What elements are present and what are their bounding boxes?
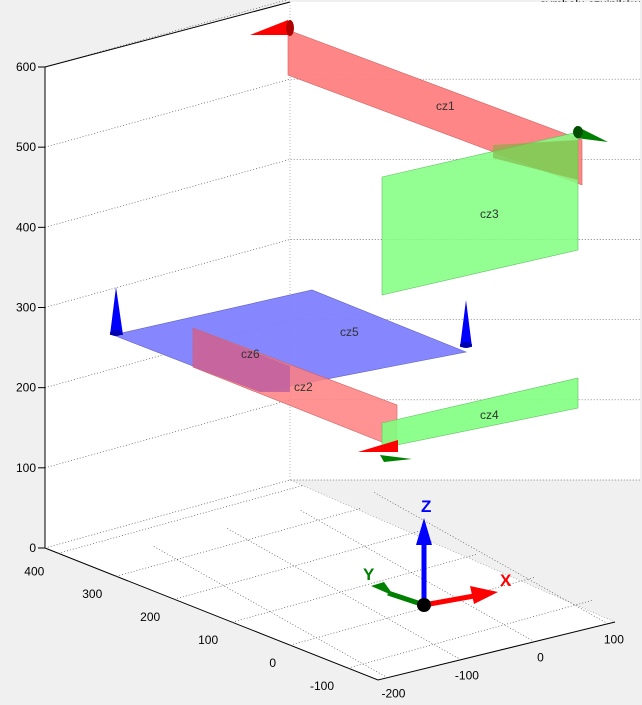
cone-red-top — [250, 20, 292, 35]
y-grid-line — [58, 484, 304, 554]
y-tick-label: 200 — [140, 610, 160, 624]
cone-blue-left — [110, 287, 123, 335]
z-tick-label: 0 — [29, 541, 36, 555]
z-tick-label: 600 — [16, 60, 36, 74]
axis-x-letter: X — [500, 571, 512, 590]
z-tick-label: 400 — [16, 220, 36, 234]
y-tick-label: 400 — [24, 564, 44, 578]
z-tick-label: 300 — [16, 301, 36, 315]
axis-z-letter: Z — [421, 497, 431, 516]
label-cz4: cz4 — [480, 408, 499, 422]
cone-green-top — [576, 126, 608, 142]
x-tick-label: 0 — [537, 651, 544, 665]
cone-blue-right — [460, 300, 472, 347]
label-cz3: cz3 — [480, 207, 499, 221]
y-tick-label: 100 — [198, 633, 218, 647]
sensor-labels: cz1 cz3 cz5 cz6 cz2 cz4 — [241, 99, 499, 422]
x-tick-label: 100 — [604, 633, 624, 647]
axis-y-letter: Y — [363, 565, 375, 584]
x-tick-label: -200 — [381, 687, 405, 701]
label-cz6: cz6 — [241, 347, 260, 361]
origin-marker — [417, 598, 431, 612]
label-cz1: cz1 — [436, 99, 455, 113]
y-tick-label: 0 — [269, 656, 276, 670]
y-tick-labels: -100 0 100 200 300 400 — [24, 484, 594, 693]
z-grid-line — [44, 78, 640, 148]
z-grid-line — [44, 239, 640, 308]
y-tick-label: -100 — [310, 679, 334, 693]
sensor-patches — [111, 29, 583, 449]
axis-x-head — [470, 586, 498, 604]
z-grid-line — [44, 158, 640, 228]
cone-green-bottom — [380, 455, 412, 462]
z-tick-labels: 0 100 200 300 400 500 600 — [16, 60, 45, 555]
sensor-cz6-overlap — [193, 328, 290, 392]
label-cz2: cz2 — [294, 380, 313, 394]
axis-z-head — [416, 518, 432, 545]
cone-red-bottom — [358, 440, 398, 452]
z-grid-line — [44, 319, 640, 389]
label-cz5: cz5 — [340, 325, 359, 339]
x-tick-labels: -200 -100 0 100 — [152, 491, 624, 701]
z-tick-label: 200 — [16, 381, 36, 395]
z-grid-line — [44, 0, 288, 68]
y-grid-line — [174, 530, 420, 600]
y-grid-line — [232, 553, 478, 623]
z-tick-label: 100 — [16, 461, 36, 475]
sensor-cz4-patch — [381, 377, 579, 449]
floor — [45, 480, 615, 680]
sensor-overlap-cz1-cz3 — [493, 140, 578, 180]
x-tick-label: -100 — [455, 669, 479, 683]
sensor-markers — [110, 20, 608, 462]
axis-y-head — [371, 582, 394, 596]
z-tick-label: 500 — [16, 140, 36, 154]
axis-x-line — [423, 593, 475, 608]
back-wall-left — [45, 2, 290, 548]
axes-symbol: Z X Y — [363, 497, 512, 612]
y-tick-label: 300 — [82, 587, 102, 601]
y-grid-line — [116, 507, 362, 577]
y-grid-line — [289, 576, 536, 646]
z-grid-line — [44, 399, 640, 469]
y-grid-line — [347, 599, 594, 669]
